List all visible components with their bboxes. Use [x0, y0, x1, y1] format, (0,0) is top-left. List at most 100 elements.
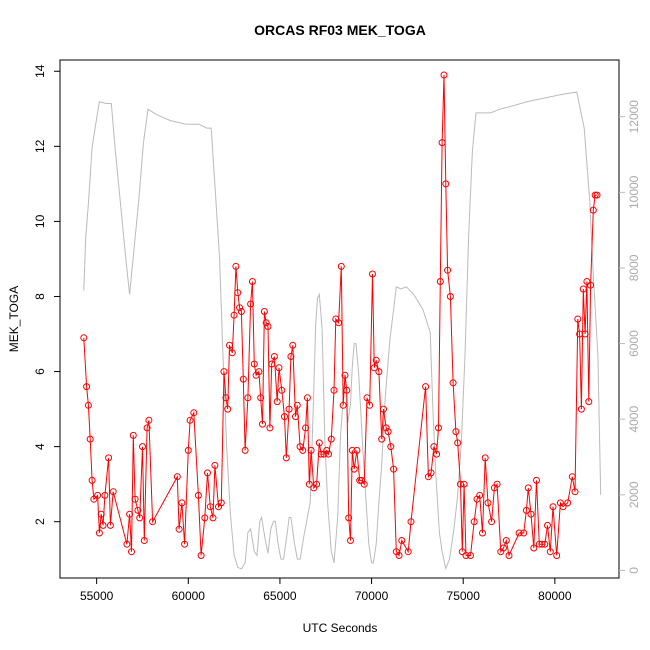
data-point — [299, 446, 307, 454]
data-point — [370, 364, 378, 372]
data-point — [343, 386, 351, 394]
data-point — [224, 405, 232, 413]
data-point — [446, 293, 454, 300]
data-point — [380, 405, 387, 413]
data-point — [488, 518, 496, 526]
data-point — [593, 191, 601, 199]
data-point — [186, 416, 194, 424]
data-point — [275, 364, 283, 372]
data-point — [589, 206, 597, 214]
data-point — [549, 503, 557, 511]
data-point — [106, 521, 114, 529]
data-point — [128, 548, 135, 556]
data-point — [184, 446, 192, 454]
data-point — [101, 491, 109, 499]
data-point — [247, 300, 255, 308]
data-point — [585, 398, 593, 406]
data-point — [197, 552, 205, 559]
data-point — [350, 465, 358, 473]
data-point — [260, 308, 268, 315]
data-point — [515, 529, 523, 537]
data-point — [460, 480, 468, 488]
data-point — [237, 308, 245, 315]
data-point — [360, 480, 368, 488]
data-point — [527, 510, 535, 518]
x-tick-label: 65000 — [263, 589, 297, 603]
x-tick-label: 75000 — [447, 589, 481, 603]
data-point — [436, 278, 444, 285]
data-point — [500, 544, 507, 552]
data-point — [452, 428, 460, 436]
x-tick-label: 70000 — [355, 589, 389, 603]
y-axis-left: 2 4 6 8 10 12 14 — [33, 64, 60, 525]
data-point — [372, 356, 380, 364]
data-point — [330, 386, 338, 394]
data-point — [479, 529, 486, 537]
data-point — [435, 424, 442, 432]
data-point — [201, 514, 209, 522]
y2-tick-label: 2000 — [627, 481, 641, 508]
data-point — [313, 480, 321, 488]
data-point — [407, 518, 415, 526]
data-point — [427, 469, 435, 477]
data-point — [289, 341, 297, 349]
data-point — [105, 454, 113, 462]
series-right-line — [83, 91, 602, 571]
data-point — [302, 424, 310, 432]
data-point — [292, 413, 299, 421]
x-tick-label: 80000 — [538, 589, 572, 603]
data-point — [259, 420, 266, 428]
data-point — [581, 330, 589, 338]
data-point — [278, 386, 286, 394]
y-axis-label: MEK_TOGA — [7, 286, 21, 352]
x-tick-label: 60000 — [172, 589, 206, 603]
data-point — [458, 548, 466, 556]
data-point — [484, 499, 492, 507]
data-point — [123, 540, 131, 548]
data-point — [363, 394, 371, 402]
data-point — [564, 499, 572, 507]
data-point — [236, 304, 244, 312]
data-point — [462, 552, 470, 559]
data-point — [270, 353, 278, 360]
data-point — [204, 469, 211, 477]
data-point — [505, 552, 513, 559]
y-tick-label: 6 — [33, 368, 47, 375]
data-point — [131, 495, 139, 503]
data-point — [287, 353, 295, 360]
data-point — [226, 341, 233, 349]
data-point — [382, 424, 390, 432]
data-point — [366, 401, 374, 409]
data-point — [255, 368, 263, 376]
data-point — [94, 491, 102, 499]
data-point — [387, 443, 395, 451]
data-point — [524, 484, 532, 492]
data-point — [293, 401, 301, 409]
data-point — [262, 319, 270, 327]
y2-tick-label: 0 — [627, 567, 641, 574]
data-point — [211, 461, 219, 469]
data-point — [95, 529, 103, 537]
data-point — [217, 499, 225, 507]
data-point — [440, 71, 448, 79]
data-point — [433, 450, 441, 458]
data-point — [139, 443, 146, 451]
data-point — [442, 180, 450, 188]
data-point — [422, 383, 430, 391]
data-point — [522, 506, 530, 514]
data-point — [143, 424, 151, 432]
data-point — [303, 394, 311, 402]
data-point — [384, 428, 392, 436]
data-point — [493, 480, 501, 488]
data-point — [209, 514, 217, 522]
data-point — [337, 262, 345, 270]
y-axis-right: 0 2000 4000 6000 8000 10000 12000 — [619, 100, 641, 574]
data-point — [335, 319, 343, 327]
data-point — [264, 323, 272, 330]
data-point — [449, 379, 457, 387]
data-point — [206, 503, 214, 511]
data-point — [83, 383, 91, 391]
data-point — [348, 446, 356, 454]
data-point — [285, 405, 293, 413]
data-point — [80, 334, 88, 342]
